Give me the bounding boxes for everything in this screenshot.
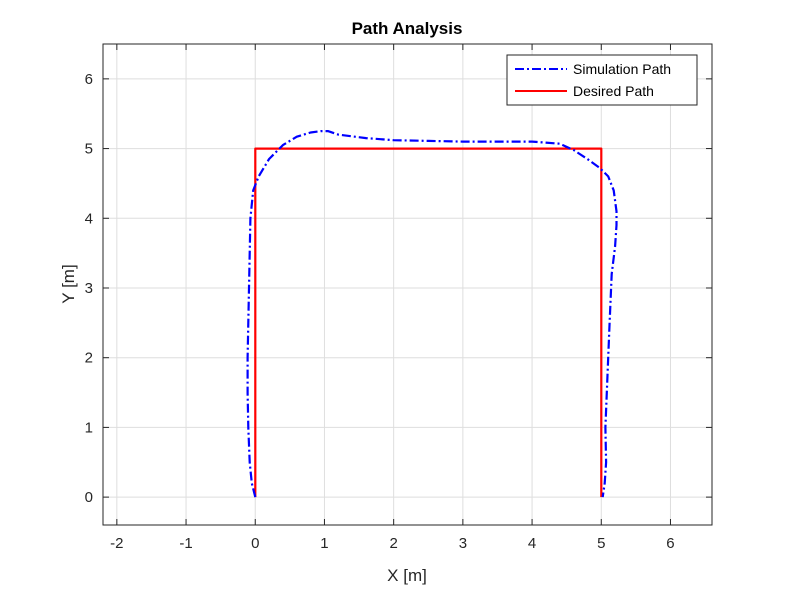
y-tick-label: 1 bbox=[85, 419, 93, 436]
plot-background bbox=[103, 44, 712, 525]
legend-box bbox=[506, 54, 698, 106]
grid bbox=[103, 44, 712, 525]
x-tick-label: 3 bbox=[459, 535, 467, 552]
legend: Simulation Path Desired Path bbox=[506, 54, 698, 106]
series-layer bbox=[246, 130, 618, 498]
ticks: -2 -1 0 1 2 3 4 5 6 0 1 2 3 4 5 6 bbox=[85, 44, 712, 552]
y-axis-label: Y [m] bbox=[59, 264, 78, 303]
x-tick-label: -1 bbox=[179, 535, 192, 552]
x-tick-label: 1 bbox=[320, 535, 328, 552]
x-axis-label: X [m] bbox=[387, 566, 427, 585]
series-line-desired-path bbox=[254, 147, 603, 498]
series-line-simulation-path bbox=[246, 130, 618, 498]
y-tick-label: 4 bbox=[85, 210, 93, 227]
axes-box bbox=[102, 43, 713, 526]
y-tick-label: 6 bbox=[85, 71, 93, 88]
legend-label-simulation-path: Simulation Path bbox=[573, 61, 671, 77]
y-tick-label: 5 bbox=[85, 141, 93, 158]
y-tick-label: 3 bbox=[85, 280, 93, 297]
x-tick-label: 2 bbox=[389, 535, 397, 552]
x-tick-label: 5 bbox=[597, 535, 605, 552]
y-tick-label: 2 bbox=[85, 350, 93, 367]
x-tick-label: 0 bbox=[251, 535, 259, 552]
legend-label-desired-path: Desired Path bbox=[573, 83, 654, 99]
x-tick-label: 4 bbox=[528, 535, 536, 552]
x-tick-label: -2 bbox=[110, 535, 123, 552]
y-tick-label: 0 bbox=[85, 489, 93, 506]
chart-title: Path Analysis bbox=[352, 19, 463, 38]
x-tick-label: 6 bbox=[666, 535, 674, 552]
